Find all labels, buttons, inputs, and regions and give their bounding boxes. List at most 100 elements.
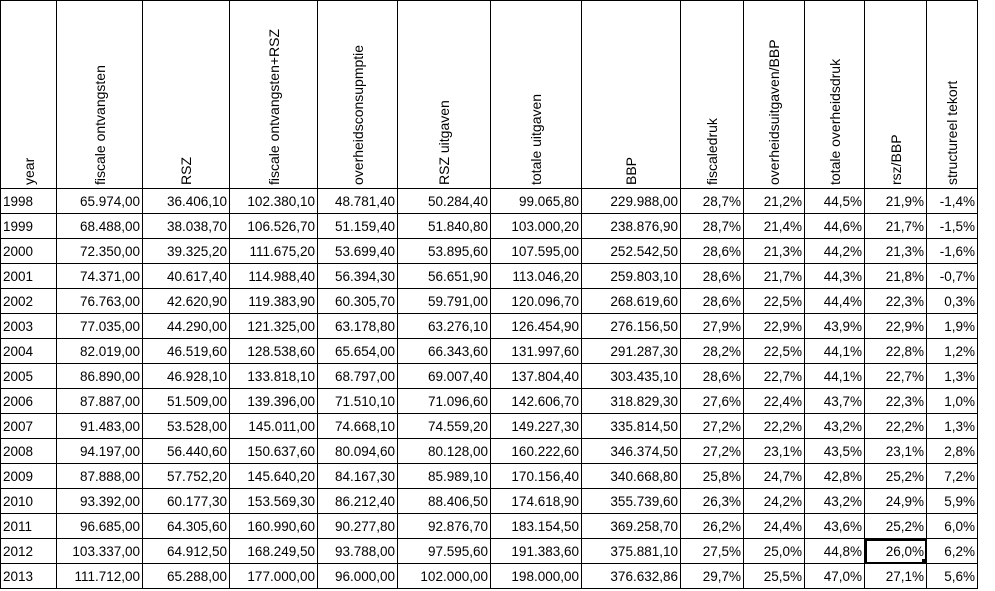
table-cell[interactable]: 90.277,80 [317, 513, 398, 539]
table-cell[interactable]: 346.374,50 [581, 438, 681, 464]
table-cell[interactable]: 183.154,50 [490, 513, 582, 539]
column-header[interactable]: year [0, 0, 57, 189]
table-cell[interactable]: 25,2% [864, 463, 927, 489]
table-cell[interactable]: 88.406,50 [397, 488, 491, 514]
table-cell[interactable]: 44,2% [804, 238, 865, 264]
table-cell[interactable]: 145.011,00 [229, 413, 318, 439]
year-cell[interactable]: 1998 [0, 188, 57, 214]
table-cell[interactable]: 22,9% [864, 313, 927, 339]
year-cell[interactable]: 2011 [0, 513, 57, 539]
table-cell[interactable]: 53.699,40 [317, 238, 398, 264]
table-cell[interactable]: -0,7% [926, 263, 978, 289]
table-cell[interactable]: 375.881,10 [581, 538, 681, 564]
table-cell[interactable]: 26,2% [680, 513, 744, 539]
table-cell[interactable]: 22,7% [864, 363, 927, 389]
column-header[interactable]: RSZ [142, 0, 230, 189]
table-cell[interactable]: 69.007,40 [397, 363, 491, 389]
table-cell[interactable]: 291.287,30 [581, 338, 681, 364]
table-cell[interactable]: 27,5% [680, 538, 744, 564]
table-cell[interactable]: 7,2% [926, 463, 978, 489]
year-cell[interactable]: 2010 [0, 488, 57, 514]
table-cell[interactable]: 114.988,40 [229, 263, 318, 289]
table-cell[interactable]: 65.288,00 [142, 563, 230, 589]
table-cell[interactable]: 21,4% [743, 213, 805, 239]
table-cell[interactable]: 87.888,00 [56, 463, 143, 489]
table-cell[interactable]: 119.383,90 [229, 288, 318, 314]
year-cell[interactable]: 2002 [0, 288, 57, 314]
table-cell[interactable]: 139.396,00 [229, 388, 318, 414]
table-cell[interactable]: 5,6% [926, 563, 978, 589]
table-cell[interactable]: 44,1% [804, 338, 865, 364]
table-cell[interactable]: 36.406,10 [142, 188, 230, 214]
table-cell[interactable]: 44,4% [804, 288, 865, 314]
table-cell[interactable]: 60.177,30 [142, 488, 230, 514]
table-cell[interactable]: 64.305,60 [142, 513, 230, 539]
table-cell[interactable]: 268.619,60 [581, 288, 681, 314]
table-cell[interactable]: 22,9% [743, 313, 805, 339]
table-cell[interactable]: 0,3% [926, 288, 978, 314]
table-cell[interactable]: 376.632,86 [581, 563, 681, 589]
table-cell[interactable]: 121.325,00 [229, 313, 318, 339]
table-cell[interactable]: 53.895,60 [397, 238, 491, 264]
table-cell[interactable]: 64.912,50 [142, 538, 230, 564]
table-cell[interactable]: 80.128,00 [397, 438, 491, 464]
table-cell[interactable]: 150.637,60 [229, 438, 318, 464]
table-cell[interactable]: 44,6% [804, 213, 865, 239]
table-cell[interactable]: 369.258,70 [581, 513, 681, 539]
table-cell[interactable]: 51.840,80 [397, 213, 491, 239]
table-cell[interactable]: 355.739,60 [581, 488, 681, 514]
table-cell[interactable]: 93.788,00 [317, 538, 398, 564]
table-cell[interactable]: 1,9% [926, 313, 978, 339]
table-cell[interactable]: 21,3% [864, 238, 927, 264]
column-header[interactable]: RSZ uitgaven [397, 0, 491, 189]
table-cell[interactable]: 42.620,90 [142, 288, 230, 314]
table-cell[interactable]: 340.668,80 [581, 463, 681, 489]
table-cell[interactable]: 24,7% [743, 463, 805, 489]
table-cell[interactable]: 22,5% [743, 338, 805, 364]
table-cell[interactable]: 335.814,50 [581, 413, 681, 439]
table-cell[interactable]: 1,2% [926, 338, 978, 364]
column-header[interactable]: rsz/BBP [864, 0, 927, 189]
table-cell[interactable]: 22,7% [743, 363, 805, 389]
column-header[interactable]: totale uitgaven [490, 0, 582, 189]
table-cell[interactable]: 28,2% [680, 338, 744, 364]
table-cell[interactable]: 56.394,30 [317, 263, 398, 289]
table-cell[interactable]: 149.227,30 [490, 413, 582, 439]
table-cell[interactable]: 85.989,10 [397, 463, 491, 489]
table-cell[interactable]: 66.343,60 [397, 338, 491, 364]
table-cell[interactable]: 25,2% [864, 513, 927, 539]
table-cell[interactable]: 84.167,30 [317, 463, 398, 489]
table-cell[interactable]: 25,8% [680, 463, 744, 489]
table-cell[interactable]: 111.712,00 [56, 563, 143, 589]
year-cell[interactable]: 2003 [0, 313, 57, 339]
table-cell[interactable]: 22,2% [743, 413, 805, 439]
table-cell[interactable]: 59.791,00 [397, 288, 491, 314]
year-cell[interactable]: 2008 [0, 438, 57, 464]
table-cell[interactable]: 60.305,70 [317, 288, 398, 314]
table-cell[interactable]: 22,3% [864, 388, 927, 414]
table-cell[interactable]: 113.046,20 [490, 263, 582, 289]
table-cell[interactable]: 51.509,00 [142, 388, 230, 414]
table-cell[interactable]: 145.640,20 [229, 463, 318, 489]
table-cell[interactable]: 25,0% [743, 538, 805, 564]
table-cell[interactable]: 27,9% [680, 313, 744, 339]
table-cell[interactable]: 102.380,10 [229, 188, 318, 214]
table-cell[interactable]: 27,2% [680, 413, 744, 439]
table-cell[interactable]: 76.763,00 [56, 288, 143, 314]
table-cell[interactable]: -1,5% [926, 213, 978, 239]
table-cell[interactable]: 28,7% [680, 188, 744, 214]
table-cell[interactable]: 38.038,70 [142, 213, 230, 239]
table-cell[interactable]: 5,9% [926, 488, 978, 514]
table-cell[interactable]: 238.876,90 [581, 213, 681, 239]
table-cell[interactable]: 43,9% [804, 313, 865, 339]
table-cell[interactable]: 137.804,40 [490, 363, 582, 389]
table-cell[interactable]: 318.829,30 [581, 388, 681, 414]
table-cell[interactable]: 74.371,00 [56, 263, 143, 289]
table-cell[interactable]: 43,7% [804, 388, 865, 414]
table-cell[interactable]: 6,2% [926, 538, 978, 564]
table-cell[interactable]: 82.019,00 [56, 338, 143, 364]
table-cell[interactable]: 44,8% [804, 538, 865, 564]
table-cell[interactable]: 29,7% [680, 563, 744, 589]
table-cell[interactable]: 53.528,00 [142, 413, 230, 439]
year-cell[interactable]: 2013 [0, 563, 57, 589]
